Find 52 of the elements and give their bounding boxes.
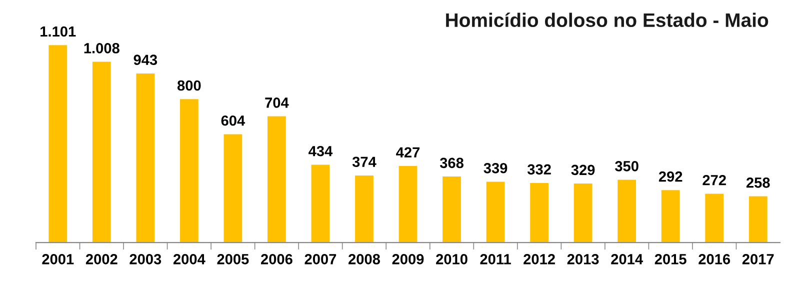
bar bbox=[661, 190, 680, 243]
x-tick-label: 2006 bbox=[260, 254, 292, 264]
bar bbox=[574, 184, 592, 243]
x-tick-label: 2007 bbox=[304, 254, 336, 264]
x-tick-label: 2016 bbox=[698, 254, 730, 264]
bar bbox=[355, 175, 374, 243]
x-tick-label: 2015 bbox=[654, 254, 686, 264]
data-label: 332 bbox=[527, 164, 551, 175]
data-label: 434 bbox=[308, 146, 333, 156]
x-tick-label: 2008 bbox=[348, 254, 380, 264]
data-label: 427 bbox=[396, 147, 420, 158]
data-label: 329 bbox=[571, 164, 595, 176]
data-label: 339 bbox=[484, 162, 508, 174]
bar bbox=[442, 176, 461, 243]
data-label: 1.008 bbox=[84, 43, 120, 54]
data-label: 350 bbox=[614, 161, 638, 172]
data-label: 604 bbox=[221, 115, 246, 126]
data-label: 368 bbox=[440, 158, 464, 168]
bar bbox=[92, 62, 111, 243]
data-label: 943 bbox=[134, 54, 158, 66]
bar bbox=[180, 99, 198, 243]
chart-title: Homicídio doloso no Estado - Maio bbox=[446, 12, 768, 28]
data-label: 704 bbox=[265, 98, 289, 108]
x-tick-label: 2013 bbox=[567, 254, 599, 264]
bar bbox=[224, 134, 242, 243]
bar bbox=[48, 45, 68, 243]
x-tick-label: 2017 bbox=[742, 254, 774, 264]
bar bbox=[486, 182, 505, 243]
x-tick-label: 2009 bbox=[392, 254, 424, 264]
data-label: 374 bbox=[352, 156, 376, 168]
x-tick-label: 2012 bbox=[524, 254, 555, 264]
x-tick-label: 2014 bbox=[611, 254, 643, 264]
x-tick-label: 2002 bbox=[86, 254, 118, 264]
data-label: 258 bbox=[746, 178, 770, 188]
x-tick-label: 2011 bbox=[480, 254, 511, 264]
x-tick-label: 2005 bbox=[217, 254, 249, 264]
bar bbox=[311, 164, 330, 243]
x-tick-label: 2010 bbox=[436, 254, 468, 264]
bar bbox=[705, 194, 724, 243]
bar bbox=[398, 166, 418, 243]
data-label: 292 bbox=[658, 171, 682, 182]
bar bbox=[618, 180, 636, 243]
x-tick-label: 2001 bbox=[42, 254, 74, 264]
data-label: 272 bbox=[702, 174, 726, 186]
bar bbox=[136, 73, 155, 243]
x-tick-label: 2003 bbox=[130, 254, 162, 264]
x-tick-label: 2004 bbox=[173, 254, 206, 264]
data-label: 800 bbox=[177, 80, 201, 91]
bar bbox=[268, 116, 286, 243]
bar bbox=[748, 196, 768, 243]
data-label: 1.101 bbox=[40, 26, 76, 37]
bar bbox=[530, 182, 548, 243]
